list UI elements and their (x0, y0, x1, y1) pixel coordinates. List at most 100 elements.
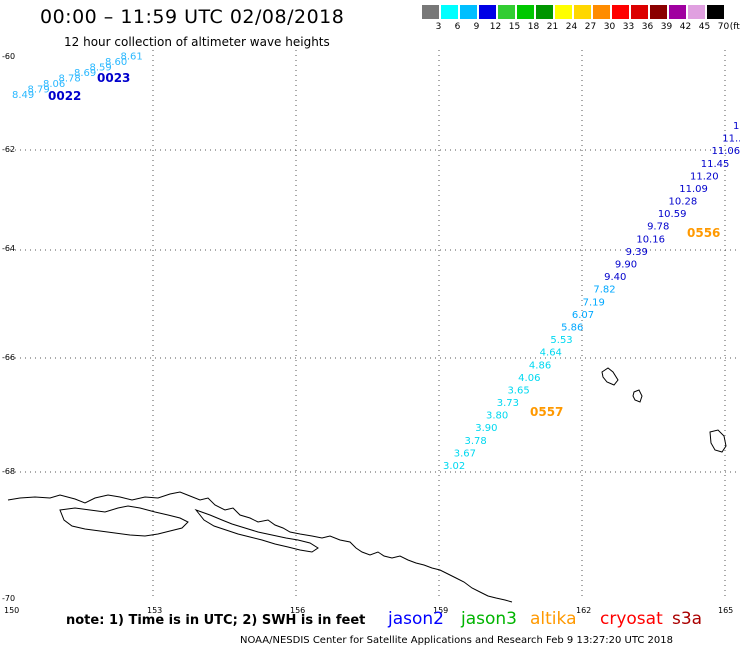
coastline-main (7, 491, 513, 603)
lon-label: 156 (290, 606, 306, 615)
wave-height-value: 8.61 (121, 52, 143, 63)
lat-label: -68 (2, 467, 16, 476)
wave-height-value: 8.69 (74, 68, 96, 79)
lat-label: -60 (2, 52, 16, 61)
wave-height-value: 5.53 (550, 335, 572, 346)
wave-height-value: 3.78 (464, 436, 486, 447)
coastline-inner (59, 505, 189, 537)
color-scale-swatch (631, 5, 648, 19)
wave-height-value: 6.07 (572, 310, 594, 321)
wave-height-value: 1… (733, 121, 740, 132)
color-scale-label: 27 (584, 22, 597, 32)
wave-height-value: 8.78 (59, 74, 81, 85)
color-scale-swatch (422, 5, 439, 19)
pass-time-label: 0556 (687, 226, 720, 240)
color-scale-swatch (612, 5, 629, 19)
wave-height-value: 4.86 (529, 360, 551, 371)
wave-height-value: 3.02 (443, 461, 465, 472)
wave-height-value: 4.64 (540, 348, 562, 359)
wave-height-value: 10.28 (669, 197, 698, 208)
satellite-legend-item: jason3 (461, 609, 517, 629)
color-scale-label: 21 (546, 22, 559, 32)
wave-height-value: 7.82 (593, 285, 615, 296)
wave-height-value: 11.… (722, 134, 740, 145)
altimeter-tracks: 8.498.798.068.788.698.598.608.61 0022 0023… (12, 52, 740, 473)
color-scale-swatch (650, 5, 667, 19)
coastline-bay (194, 508, 319, 553)
color-scale-label: 39 (660, 22, 673, 32)
lat-label: -70 (2, 594, 16, 603)
wave-height-value: 3.65 (507, 385, 529, 396)
satellite-legend-item: jason2 (388, 609, 444, 629)
coastline (7, 367, 727, 603)
wave-height-value: 3.73 (497, 398, 519, 409)
wave-height-value: 9.40 (604, 272, 626, 283)
color-scale-swatch (707, 5, 724, 19)
color-scale-label: 45 (698, 22, 711, 32)
island-1 (601, 367, 619, 386)
color-scale-unit: (ft) (729, 22, 740, 32)
wave-height-value: 9.78 (647, 222, 669, 233)
wave-height-value: 5.86 (561, 322, 583, 333)
island-2 (632, 389, 643, 403)
wave-height-value: 11.45 (701, 159, 730, 170)
pass-time-label: 0557 (530, 405, 563, 419)
legend-note: note: 1) Time is in UTC; 2) SWH is in fe… (66, 613, 366, 628)
wave-height-value: 11.20 (690, 171, 719, 182)
lon-label: 162 (576, 606, 592, 615)
lon-label: 153 (147, 606, 163, 615)
lon-label: 159 (433, 606, 449, 615)
wave-height-value: 8.49 (12, 90, 34, 101)
wave-height-value: 9.90 (615, 260, 637, 271)
color-scale-label: 9 (473, 22, 480, 32)
color-scale-label: 24 (565, 22, 578, 32)
wave-height-value: 3.80 (486, 411, 508, 422)
lon-label: 150 (4, 606, 20, 615)
color-scale-swatch (498, 5, 515, 19)
color-scale-swatch (593, 5, 610, 19)
page-subtitle: 12 hour collection of altimeter wave hei… (64, 35, 330, 49)
color-scale-label: 36 (641, 22, 654, 32)
color-scale-label: 18 (527, 22, 540, 32)
color-scale-swatch (669, 5, 686, 19)
lat-label: -66 (2, 353, 16, 362)
color-scale-swatch (574, 5, 591, 19)
wave-height-value: 11.06 (712, 146, 740, 157)
lon-label: 165 (718, 606, 734, 615)
color-scale-label: 12 (489, 22, 502, 32)
color-scale-label: 15 (508, 22, 521, 32)
footer-credit: NOAA/NESDIS Center for Satellite Applica… (240, 635, 673, 646)
pass-time-label: 0023 (97, 71, 130, 85)
wave-height-value: 10.16 (636, 234, 665, 245)
satellite-legend-item: altika (530, 609, 577, 629)
satellite-legend-item: s3a (672, 609, 703, 629)
color-scale-swatch (555, 5, 572, 19)
wave-height-value: 3.90 (475, 423, 497, 434)
wave-height-value: 7.19 (583, 297, 605, 308)
color-scale-label: 70 (717, 22, 730, 32)
wave-height-value: 8.60 (105, 57, 127, 68)
color-scale-label: 30 (603, 22, 616, 32)
wave-height-value: 11.09 (679, 184, 708, 195)
color-scale-label: 6 (454, 22, 461, 32)
island-3 (709, 429, 727, 453)
wave-height-value: 8.06 (43, 79, 65, 90)
wave-height-value: 3.67 (454, 448, 476, 459)
color-scale-swatch (536, 5, 553, 19)
color-scale-swatch (441, 5, 458, 19)
color-scale-swatch (479, 5, 496, 19)
lat-label: -62 (2, 145, 16, 154)
wave-height-value: 4.06 (518, 373, 540, 384)
map-grid (10, 50, 740, 600)
wave-height-value: 9.39 (626, 247, 648, 258)
color-scale-label: 33 (622, 22, 635, 32)
color-scale-swatch (460, 5, 477, 19)
wave-height-value: 8.79 (28, 85, 50, 96)
page-title: 00:00 – 11:59 UTC 02/08/2018 (40, 6, 345, 28)
wave-height-value: 8.59 (90, 63, 112, 74)
color-scale-label: 3 (435, 22, 442, 32)
color-scale-label: 42 (679, 22, 692, 32)
color-scale-swatch (688, 5, 705, 19)
wave-height-value: 10.59 (658, 209, 687, 220)
